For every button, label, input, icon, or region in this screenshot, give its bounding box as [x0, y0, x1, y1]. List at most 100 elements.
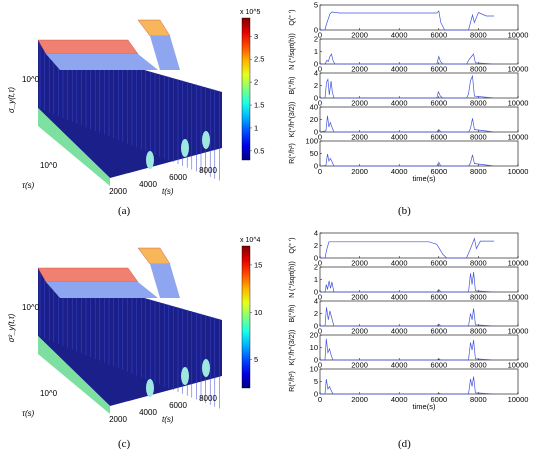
- x-tick-label: 0: [318, 361, 322, 370]
- y-tick-label: 4: [314, 69, 318, 78]
- tau-tick-label: 10^0: [40, 389, 58, 398]
- x-tick-label: 10000: [508, 167, 529, 176]
- y-axis-label: R(°/h²): [288, 371, 296, 392]
- y-tick-label: 2: [314, 81, 318, 90]
- x-tick-label: 2000: [351, 167, 368, 176]
- y-tick-label: 0: [314, 356, 318, 365]
- colorbar-tick-label: 3: [254, 32, 258, 41]
- t-tick-label: 8000: [199, 166, 217, 175]
- ridge-shoulder: [46, 282, 158, 298]
- colorbar-tick-label: 2.5: [254, 55, 264, 64]
- x-tick-label: 2000: [351, 31, 368, 40]
- x-tick-label: 4000: [391, 395, 408, 404]
- ridge-shoulder-2: [150, 36, 180, 70]
- y-tick-label: 0: [314, 322, 318, 331]
- y-tick-label: 10: [310, 365, 318, 374]
- series-line: [319, 115, 495, 133]
- surface-plot-a: σ_y(t,τ) 10^0 10^0 τ(s) 2000 4000 6000 8000 t(s)…: [7, 9, 264, 196]
- y-tick-label: 2: [314, 241, 318, 250]
- x-tick-label: 2000: [351, 133, 368, 142]
- series-line: [320, 237, 495, 259]
- y-axis-label: Q(° ′): [288, 237, 296, 253]
- x-tick-label: 8000: [470, 395, 487, 404]
- ridge-peak-2: [137, 19, 171, 37]
- x-tick-label: 6000: [430, 361, 447, 370]
- y-axis-label: R(°/h²): [288, 143, 296, 164]
- subplot-frame: [319, 266, 519, 293]
- x-tick-label: 4000: [391, 293, 408, 302]
- colorbar-tick-label: 10: [254, 308, 262, 317]
- subplot-frame: [319, 4, 519, 31]
- x-tick-label: 2000: [351, 259, 368, 268]
- colorbar-tick-label: 15: [254, 260, 262, 269]
- t-axis-label: t(s): [162, 415, 174, 424]
- x-tick-label: 8000: [470, 133, 487, 142]
- y-tick-label: 50: [310, 149, 318, 158]
- y-tick-label: 1: [314, 275, 318, 284]
- y-tick-label: 5: [314, 377, 318, 386]
- surface-front-face: [38, 108, 110, 186]
- y-axis-label: B(°/h): [288, 77, 296, 95]
- y-tick-label: 0: [314, 94, 318, 103]
- x-tick-label: 10000: [508, 31, 529, 40]
- x-tick-label: 2000: [351, 293, 368, 302]
- series-line: [319, 153, 495, 167]
- y-axis-label: K(°/h^(3/2)): [288, 102, 296, 138]
- x-tick-label: 0: [318, 99, 322, 108]
- x-tick-label: 6000: [430, 327, 447, 336]
- colorbar-exponent: x 10^5: [240, 9, 261, 16]
- y-axis-label: K(°/h^(3/2)): [288, 330, 296, 366]
- x-tick-label: 8000: [470, 65, 487, 74]
- surface-bump: [146, 379, 154, 397]
- y-axis-label: B(°/h): [288, 305, 296, 323]
- x-tick-label: 6000: [430, 167, 447, 176]
- x-tick-label: 6000: [430, 293, 447, 302]
- series-line: [320, 53, 495, 65]
- surface-bump: [146, 151, 154, 169]
- t-tick-label: 4000: [139, 408, 157, 417]
- series-line: [320, 307, 495, 327]
- t-axis-label: t(s): [162, 187, 174, 196]
- x-tick-label: 4000: [391, 327, 408, 336]
- subplot-frame: [319, 140, 519, 167]
- y-tick-label: 100: [305, 137, 318, 146]
- x-tick-label: 8000: [470, 293, 487, 302]
- surface-front-face: [38, 336, 110, 414]
- x-tick-label: 8000: [470, 259, 487, 268]
- subplot-frame: [319, 106, 519, 133]
- x-tick-label: 10000: [508, 395, 529, 404]
- x-tick-label: 4000: [391, 65, 408, 74]
- x-tick-label: 2000: [351, 99, 368, 108]
- z-tick-label: 10^0: [22, 303, 40, 312]
- y-tick-label: 20: [310, 115, 318, 124]
- x-tick-label: 8000: [470, 361, 487, 370]
- y-tick-label: 0: [314, 288, 318, 297]
- y-tick-label: 2: [314, 35, 318, 44]
- y-tick-label: 40: [310, 103, 318, 112]
- y-tick-label: 2: [314, 309, 318, 318]
- colorbar-tick-label: 1: [254, 123, 258, 132]
- series-line: [320, 271, 495, 293]
- x-tick-label: 0: [318, 65, 322, 74]
- x-tick-label: 2000: [351, 361, 368, 370]
- surface-bump: [181, 367, 189, 385]
- colorbar: [241, 17, 251, 161]
- ridge-peak: [37, 39, 139, 55]
- x-tick-label: 2000: [351, 65, 368, 74]
- colorbar-tick-label: 0.5: [254, 146, 264, 155]
- t-tick-label: 2000: [109, 415, 127, 424]
- surface-bump: [202, 131, 210, 149]
- series-line: [320, 376, 495, 395]
- x-tick-label: 6000: [430, 395, 447, 404]
- x-tick-label: 10000: [508, 65, 529, 74]
- y-tick-label: 5: [314, 1, 318, 10]
- tau-axis-label: τ(s): [22, 181, 35, 190]
- t-tick-label: 8000: [199, 394, 217, 403]
- y-tick-label: 0: [314, 162, 318, 171]
- colorbar-tick-label: 1.5: [254, 101, 264, 110]
- x-tick-label: 2000: [351, 395, 368, 404]
- x-tick-label: 10000: [508, 293, 529, 302]
- surface-plot-c: σ²_y(t,τ) 10^0 10^0 τ(s) 2000 4000 6000 8000 t(s…: [7, 237, 262, 424]
